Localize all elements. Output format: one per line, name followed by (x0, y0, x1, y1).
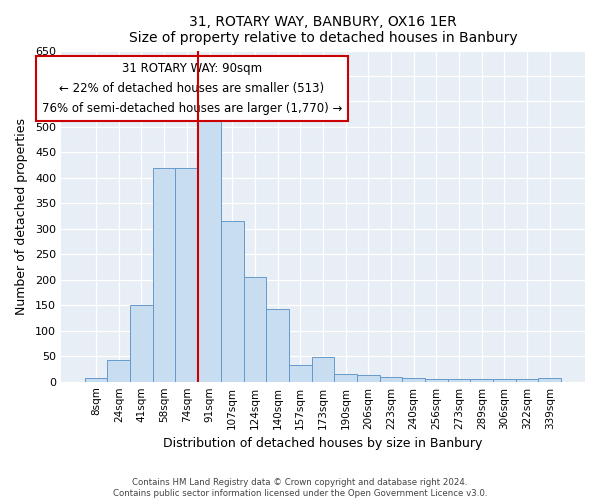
Bar (266, 309, 289, 382)
Bar (289, 365, 311, 382)
Text: 31 ROTARY WAY: 90sqm
← 22% of detached houses are smaller (513)
76% of semi-deta: 31 ROTARY WAY: 90sqm ← 22% of detached h… (42, 62, 342, 115)
Bar (334, 374, 357, 382)
Y-axis label: Number of detached properties: Number of detached properties (15, 118, 28, 314)
Bar (516, 379, 538, 382)
Text: Contains HM Land Registry data © Crown copyright and database right 2024.
Contai: Contains HM Land Registry data © Crown c… (113, 478, 487, 498)
Bar (130, 306, 153, 382)
Title: 31, ROTARY WAY, BANBURY, OX16 1ER
Size of property relative to detached houses i: 31, ROTARY WAY, BANBURY, OX16 1ER Size o… (128, 15, 517, 45)
Bar (175, 168, 198, 382)
Bar (311, 357, 334, 382)
Bar (221, 221, 244, 382)
Bar (470, 379, 493, 382)
Bar (153, 168, 175, 382)
Bar (538, 378, 561, 382)
Bar (107, 360, 130, 382)
Bar (244, 277, 266, 382)
Bar (403, 378, 425, 382)
X-axis label: Distribution of detached houses by size in Banbury: Distribution of detached houses by size … (163, 437, 482, 450)
Bar (357, 375, 380, 382)
Bar (425, 379, 448, 382)
Bar (493, 379, 516, 382)
Bar (198, 112, 221, 382)
Bar (448, 379, 470, 382)
Bar (380, 376, 403, 382)
Bar (85, 378, 107, 382)
